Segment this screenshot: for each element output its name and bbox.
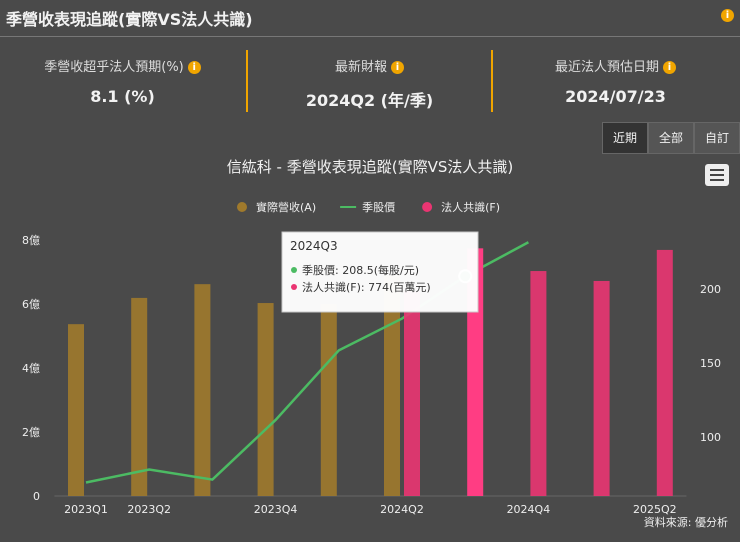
chart-title: 信紘科 - 季營收表現追蹤(實際VS法人共識) [227, 158, 513, 176]
y-tick-label: 6億 [22, 298, 40, 311]
range-buttons: 近期 全部 自訂 [602, 122, 740, 154]
stat-value: 2024Q2 (年/季) [305, 91, 434, 110]
tooltip-marker [291, 267, 297, 273]
bar [530, 271, 547, 496]
tooltip-title: 2024Q3 [290, 239, 338, 253]
button[interactable]: 自訂 [694, 122, 740, 154]
legend-marker [422, 202, 433, 212]
separator [491, 50, 493, 112]
info-icon[interactable]: i [187, 61, 201, 74]
x-tick-label: 2023Q4 [254, 503, 298, 516]
info-icon[interactable]: i [663, 61, 676, 74]
bar [194, 284, 211, 496]
legend-marker [237, 202, 247, 212]
bar [257, 303, 274, 496]
tooltip-line: 法人共識(F): 774(百萬元) [302, 280, 431, 294]
x-tick-label: 2023Q2 [127, 503, 171, 516]
button[interactable]: 近期 [602, 122, 648, 154]
stat-label: 最近法人預估日期 [554, 60, 659, 75]
y2-tick-label: 200 [700, 283, 721, 296]
y-tick-label: 2億 [22, 426, 40, 439]
bar [656, 249, 673, 496]
x-tick-label: 2023Q1 [64, 503, 108, 516]
stat-label: 季營收超乎法人預期(%) [44, 60, 184, 75]
bar [320, 304, 337, 496]
tooltip-marker [291, 284, 297, 290]
legend-label: 季股價 [362, 200, 395, 214]
x-tick-label: 2025Q2 [633, 503, 677, 516]
tooltip-box [281, 231, 479, 313]
legend-label: 法人共識(F) [441, 200, 500, 214]
stat-value: 2024/07/23 [565, 87, 666, 106]
stat: 最近法人預估日期 i 2024/07/23 [493, 56, 738, 106]
legend-label: 實際營收(A) [256, 200, 316, 214]
y-tick-label: 0 [33, 490, 40, 503]
tooltip: 2024Q3 季股價: 208.5(每股/元) 法人共識(F): 774(百萬元) [281, 231, 479, 313]
x-tick-label: 2024Q2 [380, 503, 424, 516]
bar [404, 291, 420, 496]
header: 季營收表現追蹤(實際VS法人共識) i [0, 0, 740, 37]
info-icon[interactable]: i [721, 9, 734, 22]
bar [384, 275, 400, 496]
x-tick-label: 2024Q4 [507, 503, 551, 516]
tooltip-line: 季股價: 208.5(每股/元) [302, 263, 419, 277]
separator [246, 50, 248, 112]
source: 資料來源: 優分析 [644, 515, 728, 529]
y-tick-label: 8億 [22, 234, 40, 247]
title: 季營收表現追蹤(實際VS法人共識) [6, 10, 253, 29]
bar [131, 297, 148, 496]
y-tick-label: 4億 [22, 362, 40, 375]
info-icon[interactable]: i [391, 61, 404, 74]
y2-tick-label: 150 [700, 357, 721, 370]
y2-tick-label: 100 [700, 431, 721, 444]
stat: 季營收超乎法人預期(%) i 8.1 (%) [0, 56, 245, 106]
stat-value: 8.1 (%) [90, 87, 155, 106]
button[interactable]: 全部 [648, 122, 694, 154]
stat-label: 最新財報 [334, 60, 387, 75]
stat: 最新財報 i 2024Q2 (年/季) [247, 56, 492, 111]
bar [593, 280, 610, 496]
bar [68, 324, 84, 496]
menu-icon[interactable] [705, 164, 729, 186]
